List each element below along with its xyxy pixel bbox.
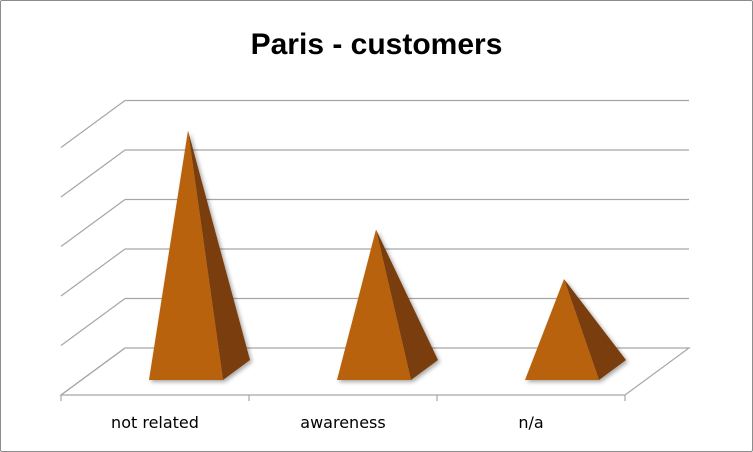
pyramid-front-face — [149, 130, 223, 380]
pyramid-front-face — [337, 229, 411, 380]
gridline-side — [60, 149, 126, 198]
gridline-side — [60, 199, 126, 247]
chart-title: Paris - customers — [250, 28, 503, 61]
x-tick-label: awareness — [300, 413, 385, 432]
gridline-side — [60, 248, 126, 297]
gridline-side — [60, 100, 126, 148]
x-tick-label: n/a — [518, 413, 543, 432]
pyramid-bar — [337, 229, 438, 380]
pyramid-side-face — [188, 130, 250, 380]
pyramid-bar — [525, 279, 626, 380]
pyramid-side-face — [376, 229, 438, 380]
x-tick-label: not related — [111, 413, 199, 432]
pyramid-side-face — [564, 279, 626, 380]
pyramid-bar — [149, 130, 250, 380]
pyramid-front-face — [525, 279, 599, 380]
floor-plane — [59, 347, 691, 396]
gridline-side — [60, 298, 126, 346]
